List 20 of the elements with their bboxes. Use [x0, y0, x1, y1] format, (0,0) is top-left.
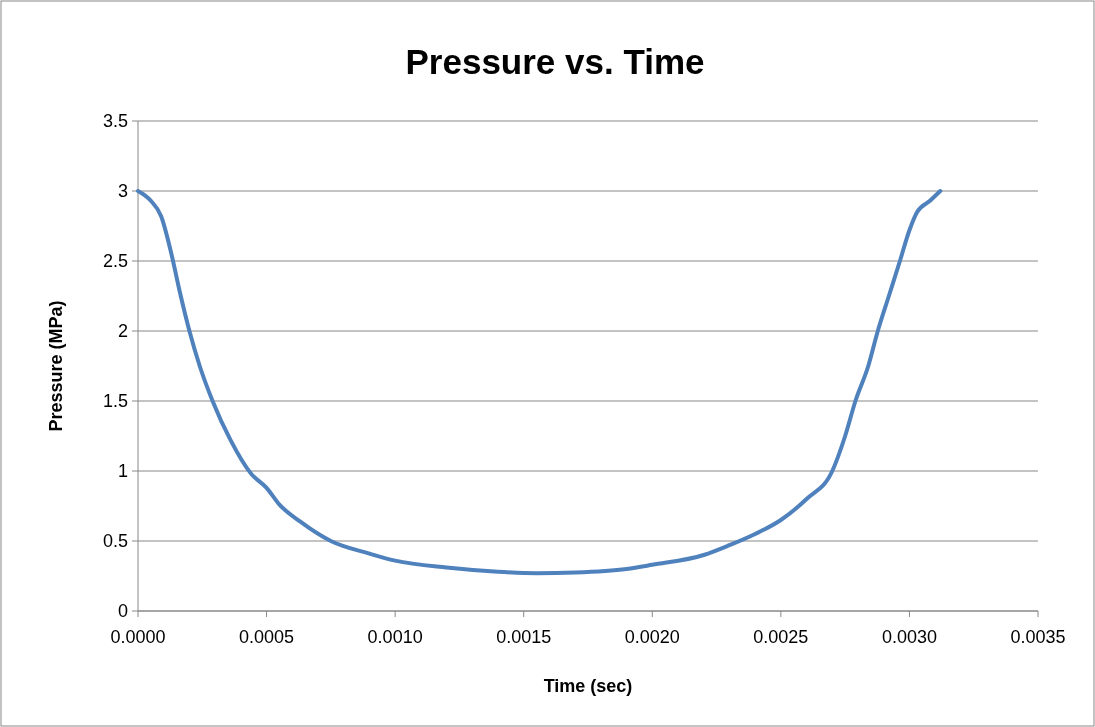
y-tick-label: 0.5 [102, 531, 128, 552]
line-series [136, 189, 943, 576]
y-tick-label: 2 [117, 321, 128, 342]
y-tick-label: 3 [117, 181, 128, 202]
y-tick-label: 2.5 [102, 251, 128, 272]
x-tick-label: 0.0005 [239, 627, 295, 647]
y-tick-label: 3.5 [102, 111, 128, 132]
y-tick-label: 0 [117, 601, 128, 622]
x-tick-label: 0.0010 [367, 627, 423, 647]
x-tick-label: 0.0015 [496, 627, 552, 647]
chart-title: Pressure vs. Time [405, 42, 705, 81]
x-tick-label: 0.0020 [624, 627, 680, 647]
x-tick-label: 0.0035 [1010, 627, 1066, 647]
x-tick-label: 0.0000 [110, 627, 166, 647]
y-axis-title: Pressure (MPa) [46, 300, 66, 432]
x-axis-title: Time (sec) [543, 676, 633, 696]
y-tick-label: 1 [117, 461, 128, 482]
x-tick-label: 0.0025 [753, 627, 809, 647]
y-tick-label: 1.5 [102, 391, 128, 412]
x-tick-label: 0.0030 [881, 627, 937, 647]
